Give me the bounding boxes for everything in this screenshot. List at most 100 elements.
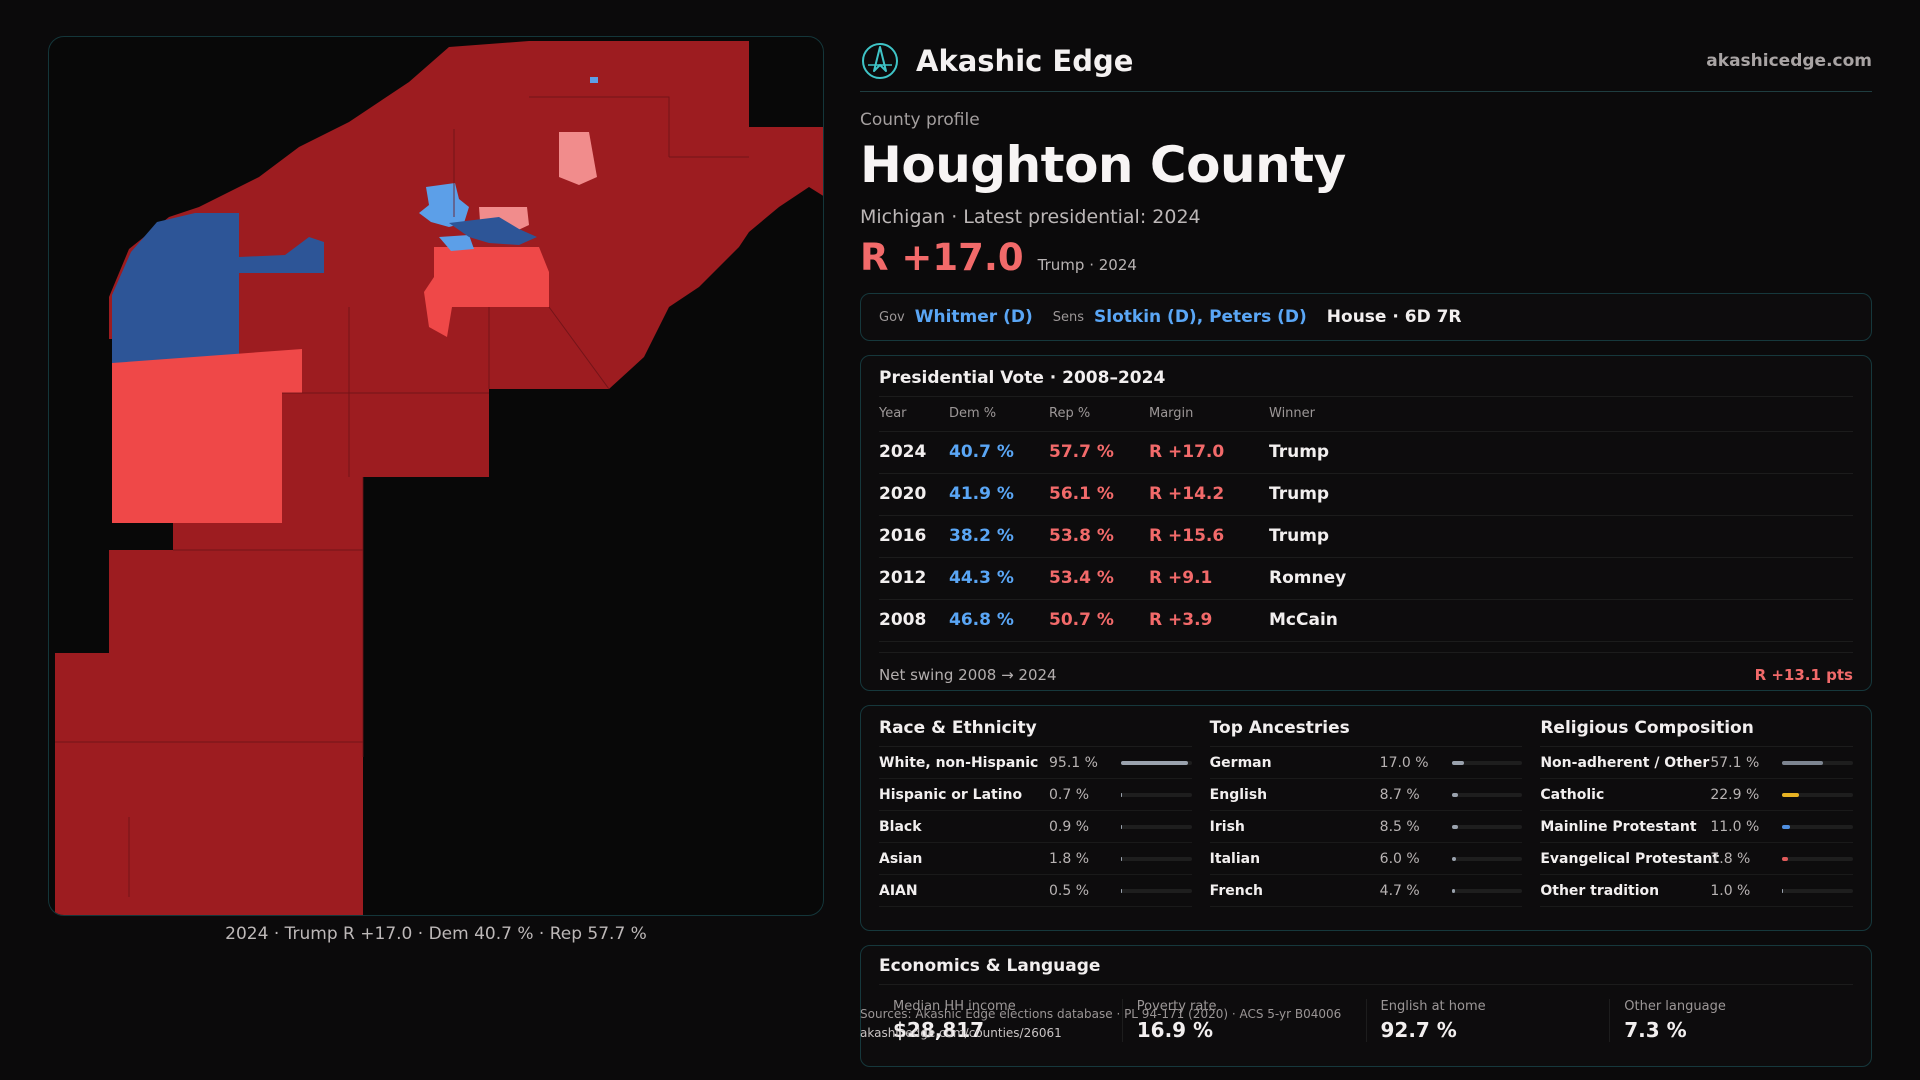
demographic-bar-track xyxy=(1782,792,1854,797)
house-delegation: House · 6D 7R xyxy=(1326,307,1462,327)
demographic-label: Non-adherent / Other xyxy=(1540,754,1710,771)
table-row: 2012 44.3 % 53.4 % R +9.1 Romney xyxy=(879,557,1853,600)
demographic-row: English 8.7 % xyxy=(1209,779,1523,811)
cell-rep: 53.4 % xyxy=(1049,557,1149,600)
demographic-row: French 4.7 % xyxy=(1209,875,1523,907)
demographic-label: Italian xyxy=(1209,850,1261,867)
demographic-value: 57.1 % xyxy=(1710,754,1760,771)
cell-rep: 56.1 % xyxy=(1049,473,1149,516)
demographic-value: 6.0 % xyxy=(1379,850,1420,867)
demographic-bar-fill xyxy=(1451,824,1458,829)
demographic-bar-track xyxy=(1121,888,1192,893)
brand-url[interactable]: akashicedge.com xyxy=(1706,50,1872,71)
demographics-column: Religious Composition Non-adherent / Othe… xyxy=(1540,718,1854,930)
demographic-label: Evangelical Protestant xyxy=(1540,850,1720,867)
cell-winner: Romney xyxy=(1269,557,1853,600)
demographic-bar-track xyxy=(1782,824,1854,829)
precinct-lean-r[interactable] xyxy=(112,349,302,523)
sources-url[interactable]: akashicedge.com/counties/26061 xyxy=(860,1026,1062,1040)
demographic-bar-track xyxy=(1782,760,1854,765)
demographic-bar-track xyxy=(1451,888,1523,893)
table-row: 2020 41.9 % 56.1 % R +14.2 Trump xyxy=(879,473,1853,516)
demographics-column-title: Race & Ethnicity xyxy=(879,718,1192,747)
cell-rep: 50.7 % xyxy=(1049,599,1149,642)
demographic-bar-track xyxy=(1121,792,1192,797)
net-swing-row: Net swing 2008 → 2024 R +13.1 pts xyxy=(879,651,1853,698)
demographic-value: 0.5 % xyxy=(1049,882,1090,899)
demographic-value: 8.7 % xyxy=(1379,786,1420,803)
demographic-bar-track xyxy=(1451,824,1523,829)
cell-margin: R +14.2 xyxy=(1149,473,1269,516)
economics-row: Median HH income $28,817 Poverty rate 16… xyxy=(879,999,1853,1042)
presidential-title: Presidential Vote · 2008–2024 xyxy=(879,368,1853,397)
demographic-bar-track xyxy=(1451,856,1523,861)
headline-margin: R +17.0 xyxy=(860,236,1024,279)
county-profile: Akashic Edge akashicedge.com County prof… xyxy=(860,30,1872,1067)
county-map[interactable] xyxy=(48,36,824,916)
demographic-label: White, non-Hispanic xyxy=(879,754,1039,771)
demographic-bar-fill xyxy=(1121,760,1189,765)
cell-winner: McCain xyxy=(1269,599,1853,642)
econ-value: $28,817 xyxy=(893,1018,985,1042)
table-row: 2016 38.2 % 53.8 % R +15.6 Trump xyxy=(879,515,1853,558)
demographic-row: Other tradition 1.0 % xyxy=(1540,875,1854,907)
cell-margin: R +3.9 xyxy=(1149,599,1269,642)
precinct-safe-d[interactable] xyxy=(112,213,324,363)
demographic-bar-fill xyxy=(1782,760,1823,765)
col-winner: Winner xyxy=(1269,397,1853,432)
brand-name: Akashic Edge xyxy=(916,43,1134,78)
net-swing-value: R +13.1 pts xyxy=(1754,666,1853,684)
demographic-bar-fill xyxy=(1121,888,1122,893)
table-header-row: Year Dem % Rep % Margin Winner xyxy=(879,397,1853,432)
precinct-tilt-r-2[interactable] xyxy=(559,132,597,185)
col-margin: Margin xyxy=(1149,397,1269,432)
demographic-label: Mainline Protestant xyxy=(1540,818,1697,835)
col-rep: Rep % xyxy=(1049,397,1149,432)
demographic-row: Asian 1.8 % xyxy=(879,843,1192,875)
presidential-vote-card: Presidential Vote · 2008–2024 Year Dem %… xyxy=(860,355,1872,691)
presidential-table: Year Dem % Rep % Margin Winner 2024 40.7… xyxy=(879,397,1853,642)
demographics-column: Top Ancestries German 17.0 % English 8.7 % Ir… xyxy=(1209,718,1523,930)
demographic-bar-fill xyxy=(1782,888,1784,893)
governor: Whitmer (D) xyxy=(914,307,1033,327)
precinct-lean-d-2[interactable] xyxy=(439,235,474,251)
demographic-value: 1.0 % xyxy=(1710,882,1751,899)
demographic-label: Other tradition xyxy=(1540,882,1660,899)
demographic-label: English xyxy=(1209,786,1268,803)
precinct-safe-d-city[interactable] xyxy=(449,217,537,245)
brand[interactable]: Akashic Edge xyxy=(860,41,1133,81)
demographic-bar-fill xyxy=(1121,856,1123,861)
map-caption: 2024 · Trump R +17.0 · Dem 40.7 % · Rep … xyxy=(225,924,647,944)
demographic-bar-track xyxy=(1451,792,1523,797)
econ-value: 16.9 % xyxy=(1136,1018,1214,1042)
precinct-lean-r-city[interactable] xyxy=(424,247,549,337)
cell-year: 2012 xyxy=(879,557,949,600)
cell-dem: 40.7 % xyxy=(949,431,1049,474)
demographic-bar-track xyxy=(1782,888,1854,893)
demographic-bar-fill xyxy=(1451,888,1455,893)
eyebrow: County profile xyxy=(860,110,980,130)
demographic-bar-fill xyxy=(1451,792,1458,797)
net-swing-label: Net swing 2008 → 2024 xyxy=(879,666,1057,684)
economics-card: Economics & Language Median HH income $2… xyxy=(860,945,1872,1067)
demographic-value: 22.9 % xyxy=(1710,786,1760,803)
econ-label: Other language xyxy=(1624,999,1726,1014)
demographic-label: Asian xyxy=(879,850,923,867)
demographic-row: Irish 8.5 % xyxy=(1209,811,1523,843)
demographic-row: AIAN 0.5 % xyxy=(879,875,1192,907)
econ-item-other-language: Other language 7.3 % xyxy=(1609,999,1853,1042)
demographic-label: Catholic xyxy=(1540,786,1605,803)
demographic-label: German xyxy=(1209,754,1272,771)
demographic-value: 7.8 % xyxy=(1710,850,1751,867)
compass-logo-icon xyxy=(862,42,898,79)
precinct-safe-d-small[interactable] xyxy=(590,77,598,83)
cell-winner: Trump xyxy=(1269,431,1853,474)
demographic-row: Mainline Protestant 11.0 % xyxy=(1540,811,1854,843)
demographic-bar-fill xyxy=(1451,856,1456,861)
demographic-bar-fill xyxy=(1782,792,1799,797)
demographic-bar-track xyxy=(1121,856,1192,861)
precinct-map-svg[interactable] xyxy=(49,37,824,916)
demographic-bar-fill xyxy=(1782,856,1788,861)
precinct-lean-d[interactable] xyxy=(419,183,469,227)
sources-text: Sources: Akashic Edge elections database… xyxy=(860,1007,1342,1021)
